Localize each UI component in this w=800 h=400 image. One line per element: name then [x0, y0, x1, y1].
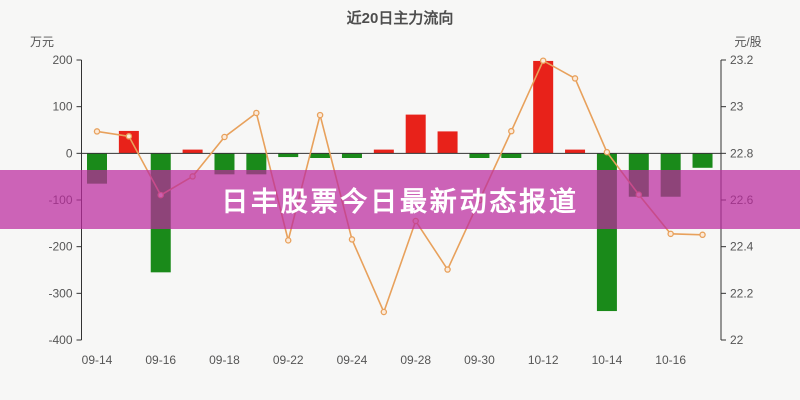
- svg-text:22.8: 22.8: [730, 146, 754, 160]
- svg-text:-300: -300: [48, 286, 72, 300]
- svg-text:09-22: 09-22: [273, 353, 304, 367]
- svg-text:10-12: 10-12: [528, 353, 559, 367]
- svg-text:万元: 万元: [30, 35, 54, 49]
- svg-text:09-24: 09-24: [337, 353, 368, 367]
- svg-text:200: 200: [52, 53, 72, 67]
- svg-text:10-16: 10-16: [655, 353, 686, 367]
- svg-text:元/股: 元/股: [734, 35, 761, 49]
- svg-text:09-18: 09-18: [209, 353, 240, 367]
- svg-text:23.2: 23.2: [730, 53, 754, 67]
- svg-text:09-16: 09-16: [145, 353, 176, 367]
- svg-text:09-14: 09-14: [82, 353, 113, 367]
- svg-text:23: 23: [730, 100, 744, 114]
- svg-text:22.4: 22.4: [730, 240, 754, 254]
- svg-text:22.2: 22.2: [730, 286, 754, 300]
- svg-text:-200: -200: [48, 240, 72, 254]
- svg-text:0: 0: [66, 146, 73, 160]
- svg-text:100: 100: [52, 100, 72, 114]
- svg-text:-400: -400: [48, 333, 72, 347]
- svg-text:10-14: 10-14: [592, 353, 623, 367]
- svg-text:22: 22: [730, 333, 744, 347]
- svg-text:09-28: 09-28: [400, 353, 431, 367]
- svg-text:09-30: 09-30: [464, 353, 495, 367]
